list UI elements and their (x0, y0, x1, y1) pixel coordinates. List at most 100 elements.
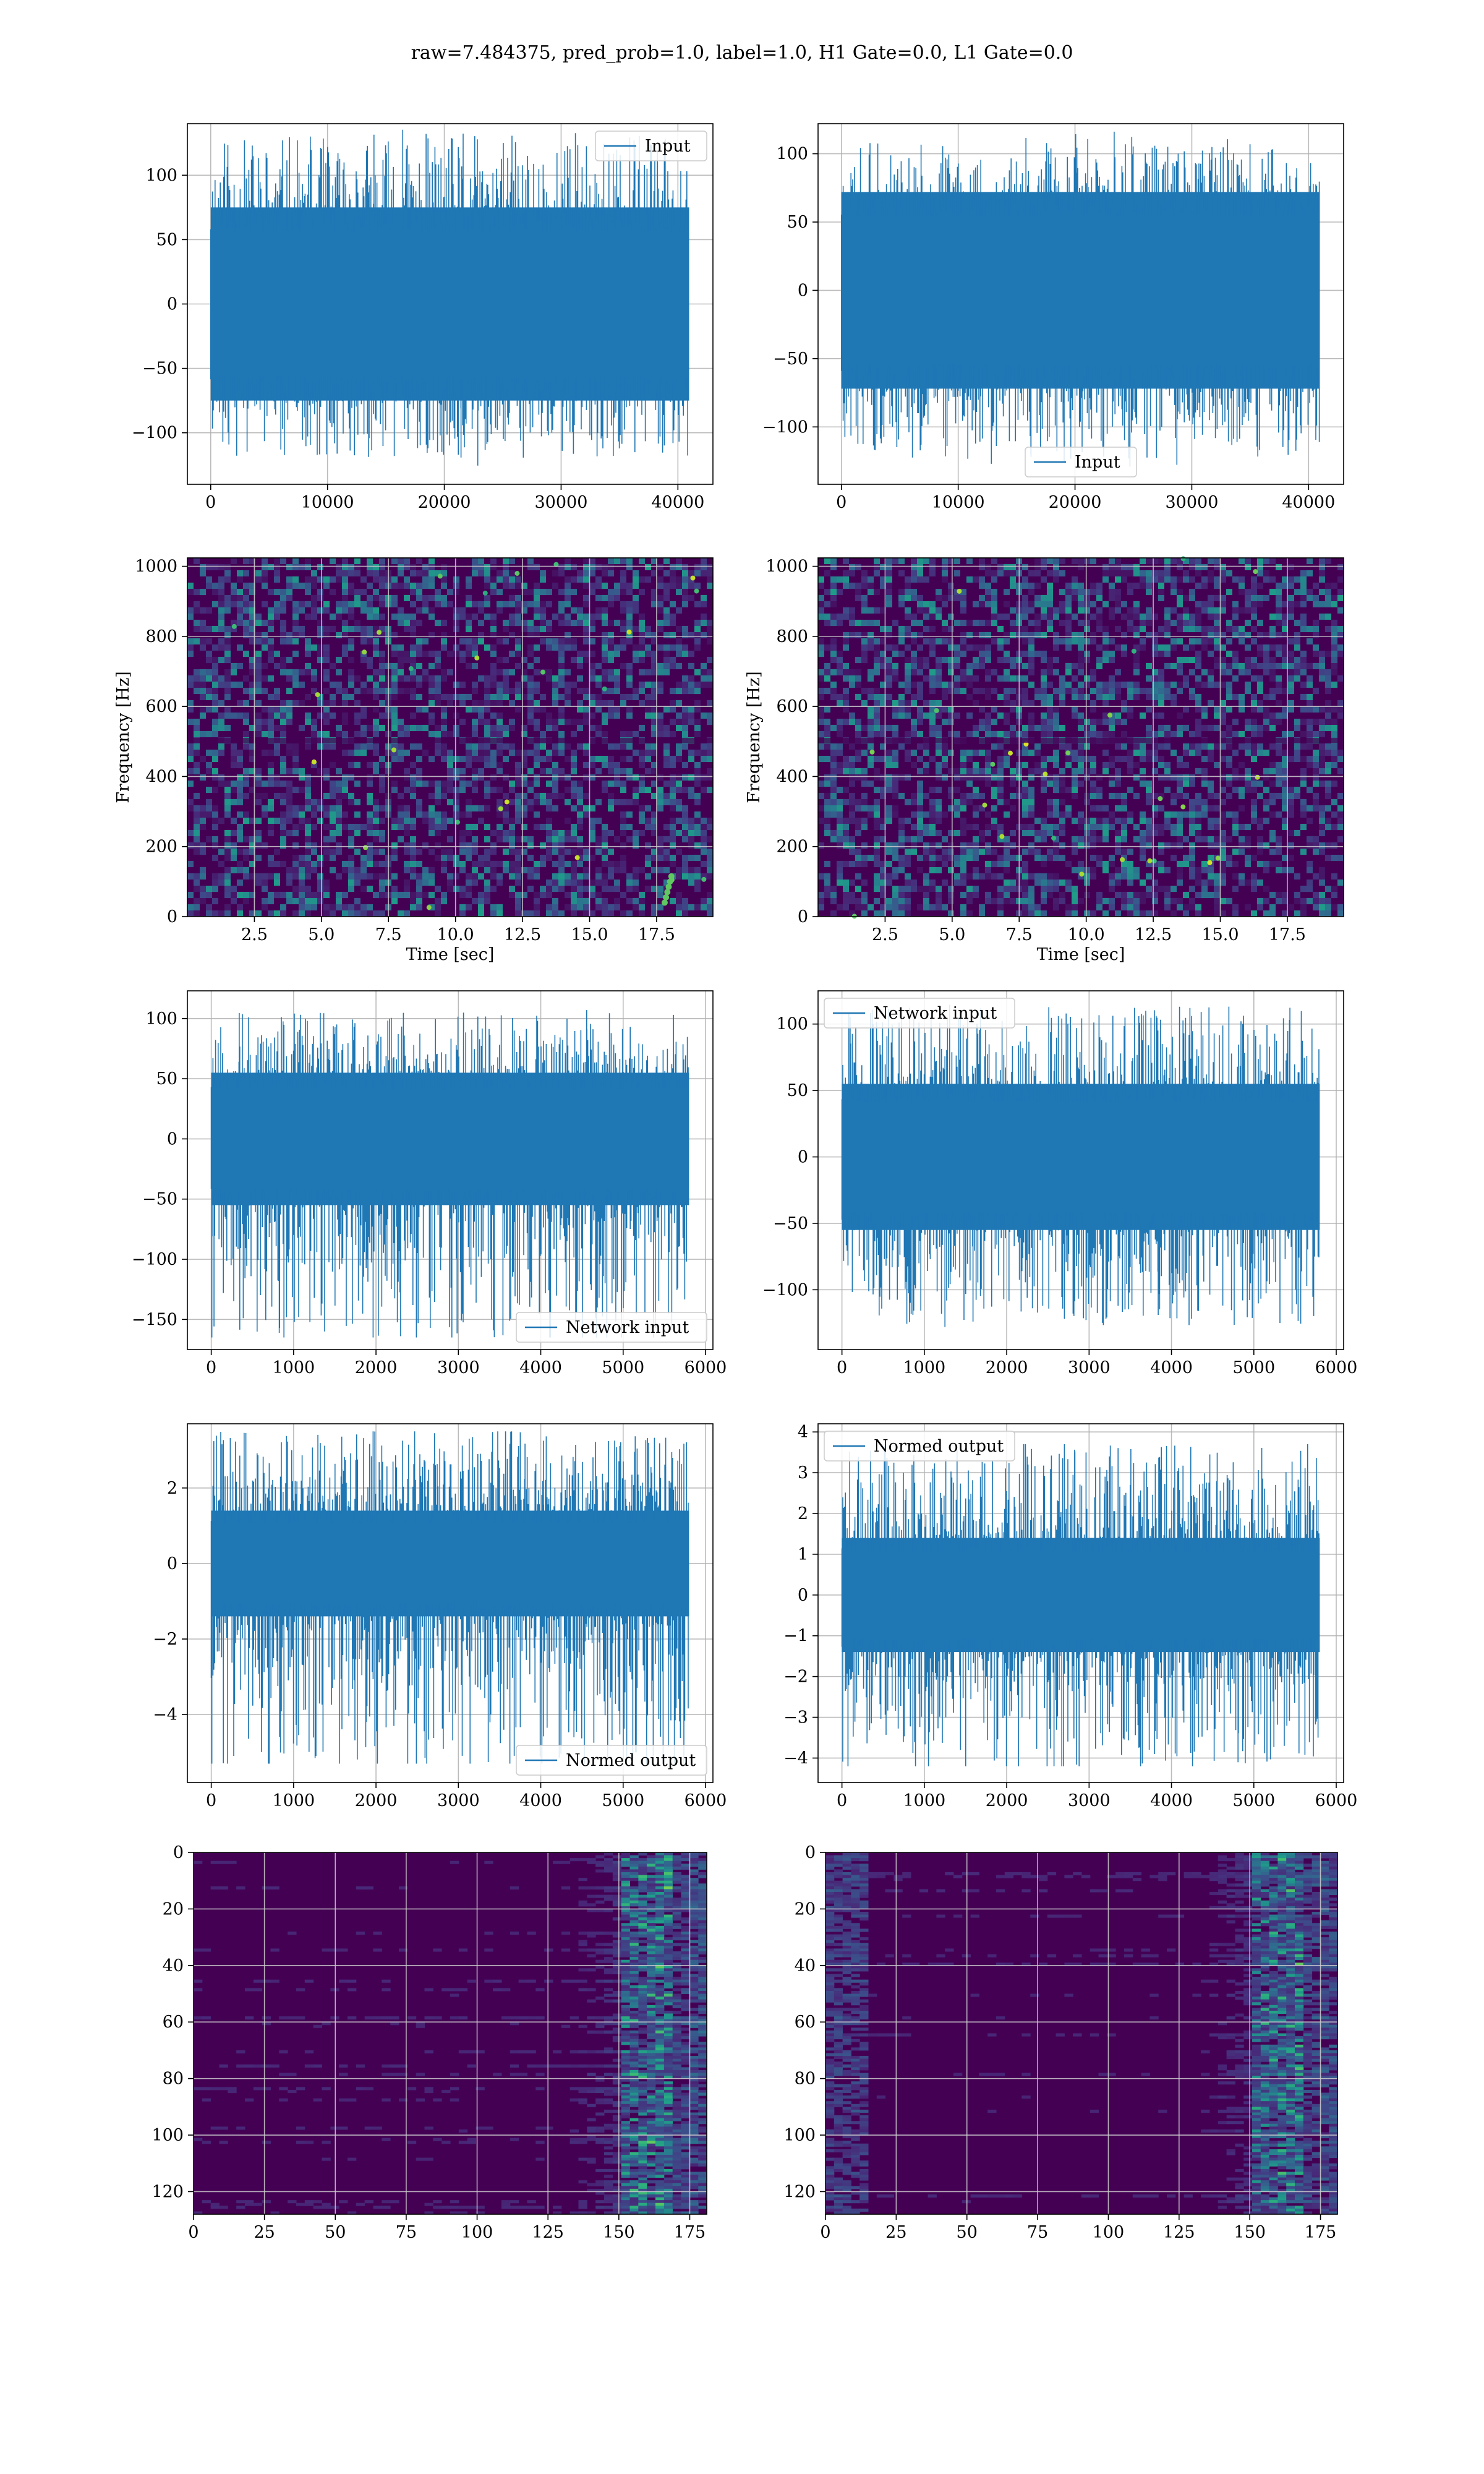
heatmap-cell (187, 638, 194, 644)
heatmap-cell (472, 688, 478, 694)
heatmap-cell (311, 811, 317, 818)
heatmap-cell (602, 787, 608, 793)
heatmap-cell (348, 774, 354, 781)
heatmap-cell (651, 811, 657, 818)
heatmap-cell (360, 657, 367, 663)
heatmap-cell (255, 799, 262, 805)
heatmap-cell (484, 644, 490, 651)
heatmap-cell (861, 781, 868, 787)
heatmap-cell (830, 836, 837, 842)
heatmap-cell (1214, 626, 1220, 632)
heatmap-cell (224, 892, 231, 898)
heatmap-cell (837, 719, 843, 725)
heatmap-cell (367, 657, 373, 663)
heatmap-hotspot (474, 655, 480, 661)
heatmap-cell (849, 570, 855, 576)
heatmap-cell (954, 620, 960, 626)
heatmap-cell (855, 657, 861, 663)
heatmap-cell (602, 644, 608, 651)
heatmap-cell (861, 842, 868, 849)
heatmap-cell (849, 620, 855, 626)
heatmap-cell (280, 861, 286, 867)
heatmap-cell (212, 657, 218, 663)
heatmap-cell (1084, 620, 1090, 626)
heatmap-cell (404, 626, 410, 632)
heatmap-cell (651, 855, 657, 861)
heatmap-cell (676, 682, 682, 688)
heatmap-cell (255, 719, 262, 725)
heatmap-cell (639, 898, 645, 904)
heatmap-cell (861, 657, 868, 663)
heatmap-cell (416, 558, 422, 564)
heatmap-cell (1226, 651, 1232, 657)
heatmap-cell (515, 849, 521, 855)
heatmap-cell (540, 799, 546, 805)
heatmap-cell (1307, 675, 1313, 682)
heatmap-cell (509, 700, 515, 706)
heatmap-cell (639, 725, 645, 731)
x-tick-label: 10000 (932, 493, 985, 512)
heatmap-cell (552, 774, 558, 781)
heatmap-cell (231, 620, 237, 626)
heatmap-cell (688, 824, 694, 830)
heatmap-cell (1276, 601, 1282, 607)
heatmap-cell (1201, 781, 1208, 787)
heatmap-cell (255, 632, 262, 638)
heatmap-cell (1195, 620, 1201, 626)
heatmap-cell (268, 607, 274, 614)
heatmap-cell (1294, 793, 1300, 799)
heatmap-cell (429, 904, 435, 910)
heatmap-cell (435, 811, 441, 818)
heatmap-cell (1239, 576, 1245, 583)
heatmap-cell (565, 688, 571, 694)
heatmap-cell (571, 638, 577, 644)
heatmap-cell (249, 743, 255, 750)
heatmap-cell (639, 811, 645, 818)
heatmap-cell (577, 570, 583, 576)
heatmap-cell (651, 731, 657, 737)
heatmap-cell (447, 880, 453, 886)
heatmap-cell (1177, 638, 1183, 644)
heatmap-cell (243, 836, 249, 842)
heatmap-cell (354, 811, 360, 818)
heatmap-cell (942, 762, 948, 768)
heatmap-cell (534, 725, 540, 731)
heatmap-cell (262, 558, 268, 564)
heatmap-cell (670, 756, 676, 762)
heatmap-cell (936, 682, 942, 688)
heatmap-cell (701, 595, 707, 601)
legend-box (1025, 447, 1137, 477)
heatmap-cell (942, 694, 948, 700)
heatmap-cell (1245, 595, 1251, 601)
heatmap-cell (398, 675, 404, 682)
heatmap-cell (1208, 750, 1214, 756)
heatmap-cell (1331, 725, 1337, 731)
heatmap-cell (905, 589, 911, 595)
heatmap-cell (917, 682, 923, 688)
heatmap-cell (1208, 805, 1214, 811)
heatmap-cell (509, 743, 515, 750)
heatmap-cell (497, 576, 503, 583)
heatmap-cell (1022, 601, 1028, 607)
heatmap-cell (323, 669, 330, 675)
heatmap-cell (682, 713, 688, 719)
heatmap-cell (837, 811, 843, 818)
heatmap-cell (187, 607, 194, 614)
heatmap-cell (1146, 589, 1152, 595)
heatmap-cell (1090, 787, 1096, 793)
heatmap-cell (224, 570, 231, 576)
heatmap-cell (540, 842, 546, 849)
heatmap-cell (1307, 719, 1313, 725)
heatmap-cell (1177, 558, 1183, 564)
heatmap-cell (1047, 558, 1053, 564)
heatmap-cell (231, 595, 237, 601)
heatmap-cell (1337, 626, 1344, 632)
heatmap-cell (1133, 669, 1140, 675)
heatmap-cell (633, 657, 639, 663)
heatmap-cell (880, 824, 886, 830)
heatmap-cell (398, 651, 404, 657)
heatmap-cell (917, 731, 923, 737)
heatmap-cell (985, 694, 991, 700)
heatmap-cell (837, 750, 843, 756)
heatmap-cell (330, 818, 336, 824)
